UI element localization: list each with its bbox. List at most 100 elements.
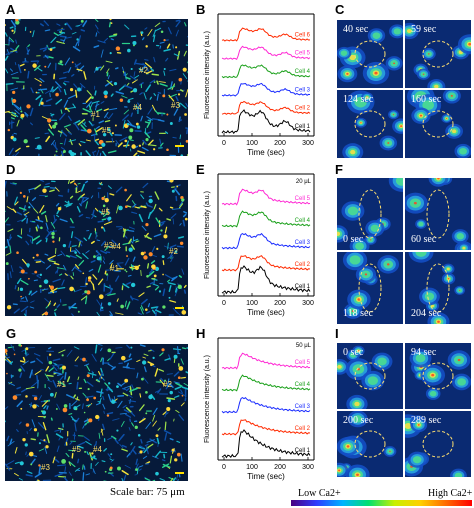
panel-d-letter: D bbox=[6, 162, 16, 177]
x-axis-label: Time (sec) bbox=[247, 308, 285, 317]
series-line bbox=[221, 265, 311, 295]
cell-mark-3: #3 bbox=[171, 101, 180, 110]
ca-image-tile: 160 sec bbox=[405, 90, 471, 158]
series-label: Cell 3 bbox=[295, 87, 311, 93]
ca-image-tile: 0 sec bbox=[337, 178, 403, 250]
ca-image-tile: 40 sec bbox=[337, 20, 403, 88]
series-label: Cell 1 bbox=[295, 448, 311, 454]
trace-chart-h: 0 100 200 300 Time (sec) Fluorescence intensi… bbox=[204, 337, 315, 481]
series-label: Cell 5 bbox=[295, 360, 311, 366]
x-tick-label: 0 bbox=[222, 300, 226, 307]
series-line bbox=[221, 64, 311, 79]
series-label: Cell 2 bbox=[295, 426, 311, 432]
series-line bbox=[221, 232, 311, 250]
dose-label: 20 μL bbox=[296, 179, 312, 185]
series-line bbox=[221, 45, 311, 60]
series-line bbox=[221, 429, 311, 459]
y-axis-label: Fluorescence intensity (a.u.) bbox=[204, 31, 211, 119]
x-tick-label: 100 bbox=[246, 140, 258, 147]
x-tick-label: 0 bbox=[222, 464, 226, 471]
series-label: Cell 2 bbox=[295, 106, 311, 112]
micrograph-d: #1 #2 #3 #4 #5 bbox=[5, 180, 188, 316]
cell-mark-3: #3 bbox=[104, 241, 113, 250]
series-line bbox=[221, 352, 311, 370]
tile-grid-i: 0 sec 94 sec 200 sec 289 sec bbox=[337, 343, 471, 477]
ca-image-tile: 204 sec bbox=[405, 252, 471, 324]
cell-mark-3: #3 bbox=[41, 463, 50, 472]
panel-b-letter: B bbox=[196, 2, 206, 17]
dose-label: 50 μL bbox=[296, 343, 312, 349]
x-tick-label: 300 bbox=[302, 140, 314, 147]
cell-mark-4: #4 bbox=[133, 103, 142, 112]
x-tick-label: 100 bbox=[246, 300, 258, 307]
series-line bbox=[221, 109, 311, 135]
x-tick-label: 300 bbox=[302, 300, 314, 307]
legend-high-label: High Ca2+ bbox=[428, 488, 473, 499]
trace-chart-e: 0 100 200 300 Time (sec) Fluorescence intensi… bbox=[204, 173, 315, 317]
ca-image-tile: 59 sec bbox=[405, 20, 471, 88]
micrograph-a: #1 #2 #3 #4 #5 bbox=[5, 19, 188, 156]
cell-mark-2: #2 bbox=[169, 247, 178, 256]
panel-e-letter: E bbox=[196, 162, 205, 177]
series-label: Cell 3 bbox=[295, 404, 311, 410]
y-axis-label: Fluorescence intensity (a.u.) bbox=[204, 355, 211, 443]
calcium-colorbar bbox=[291, 500, 472, 506]
scale-bar-line bbox=[175, 145, 184, 147]
cell-mark-5: #5 bbox=[72, 445, 81, 454]
series-line bbox=[221, 82, 311, 97]
series-line bbox=[221, 374, 311, 392]
series-label: Cell 4 bbox=[295, 69, 311, 75]
tile-grid-c: 40 sec 59 sec 124 sec 160 sec bbox=[337, 20, 471, 158]
cell-mark-2: #2 bbox=[139, 66, 148, 75]
series-label: Cell 5 bbox=[295, 51, 311, 57]
series-line bbox=[221, 100, 311, 115]
series-line bbox=[221, 27, 311, 42]
ca-image-tile: 0 sec bbox=[337, 343, 403, 409]
x-tick-label: 200 bbox=[274, 300, 286, 307]
cell-mark-1: #1 bbox=[91, 110, 100, 119]
series-line bbox=[221, 188, 311, 206]
x-axis-label: Time (sec) bbox=[247, 472, 285, 481]
cell-mark-4: #4 bbox=[112, 242, 121, 251]
ca-image-tile: 124 sec bbox=[337, 90, 403, 158]
panel-a-letter: A bbox=[6, 2, 16, 17]
panel-h-letter: H bbox=[196, 326, 206, 341]
series-label: Cell 1 bbox=[295, 284, 311, 290]
x-tick-label: 100 bbox=[246, 464, 258, 471]
series-label: Cell 3 bbox=[295, 240, 311, 246]
series-line bbox=[221, 419, 311, 436]
tile-grid-f: 0 sec 60 sec 118 sec 204 sec bbox=[337, 178, 471, 324]
x-tick-label: 200 bbox=[274, 140, 286, 147]
cell-mark-1: #1 bbox=[110, 264, 119, 273]
y-axis-label: Fluorescence intensity (a.u.) bbox=[204, 191, 211, 279]
panel-c-letter: C bbox=[335, 2, 345, 17]
cell-mark-5: #5 bbox=[101, 208, 110, 217]
ca-image-tile: 200 sec bbox=[337, 411, 403, 477]
scale-bar-line bbox=[175, 472, 184, 474]
trace-chart-b: 0 100 200 300 Time (sec) Fluorescence intensi… bbox=[204, 13, 315, 157]
series-line bbox=[221, 396, 311, 414]
series-label: Cell 4 bbox=[295, 218, 311, 224]
ca-image-tile: 94 sec bbox=[405, 343, 471, 409]
x-axis-label: Time (sec) bbox=[247, 148, 285, 157]
cell-mark-4: #4 bbox=[93, 445, 102, 454]
panel-g-letter: G bbox=[6, 326, 17, 341]
series-line bbox=[221, 210, 311, 228]
cell-mark-5: #5 bbox=[102, 126, 111, 135]
series-line bbox=[221, 255, 311, 272]
panel-i-letter: I bbox=[335, 326, 339, 341]
micrograph-g: #1 #2 #3 #4 #5 bbox=[5, 344, 188, 481]
series-label: Cell 4 bbox=[295, 382, 311, 388]
scale-bar-caption: Scale bar: 75 μm bbox=[110, 486, 185, 498]
cell-mark-2: #2 bbox=[163, 380, 172, 389]
x-tick-label: 0 bbox=[222, 140, 226, 147]
ca-image-tile: 60 sec bbox=[405, 178, 471, 250]
cell-mark-1: #1 bbox=[57, 380, 66, 389]
scale-bar-line bbox=[175, 307, 184, 309]
ca-image-tile: 118 sec bbox=[337, 252, 403, 324]
series-label: Cell 2 bbox=[295, 262, 311, 268]
ca-image-tile: 289 sec bbox=[405, 411, 471, 477]
x-tick-label: 200 bbox=[274, 464, 286, 471]
legend-low-label: Low Ca2+ bbox=[298, 488, 341, 499]
x-tick-label: 300 bbox=[302, 464, 314, 471]
